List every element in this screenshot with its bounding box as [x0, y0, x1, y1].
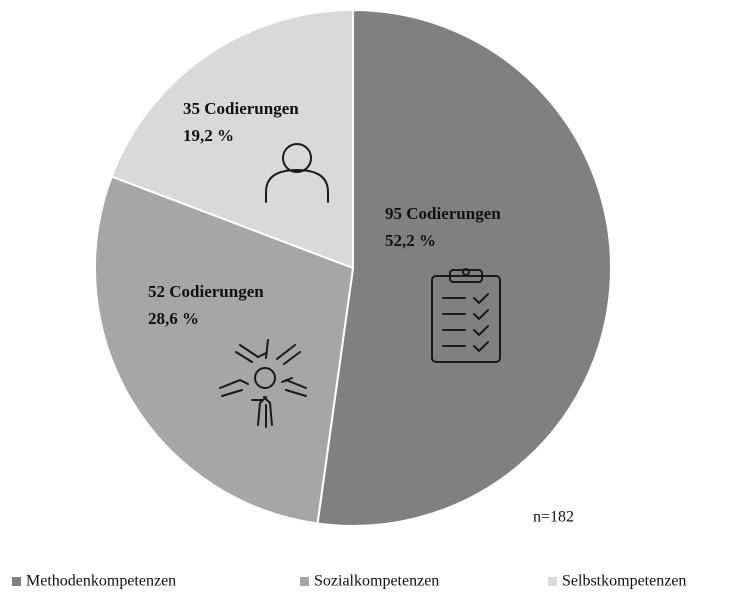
legend-label: Selbstkompetenzen [562, 573, 686, 590]
percent-label: 52,2 % [385, 231, 436, 250]
legend-label: Sozialkompetenzen [314, 573, 439, 590]
clipboard-icon [431, 268, 501, 363]
pie-slice [94, 175, 355, 525]
value-label: 35 Codierungen [183, 99, 299, 118]
percent-label: 28,6 % [148, 309, 199, 328]
legend-swatch [12, 577, 21, 586]
legend-label: Methodenkompetenzen [26, 573, 176, 590]
value-label: 95 Codierungen [385, 204, 501, 223]
pie [94, 8, 612, 527]
legend: Methodenkompetenzen Sozialkompetenzen Selb… [12, 573, 686, 590]
person-icon [265, 143, 329, 203]
value-label: 52 Codierungen [148, 282, 264, 301]
pie-slice [110, 8, 354, 270]
legend-swatch [300, 577, 309, 586]
hands-icon [219, 339, 307, 428]
percent-label: 19,2 % [183, 126, 234, 145]
legend-swatch [548, 577, 557, 586]
pie-slice [316, 8, 612, 527]
annotation: n=182 [533, 509, 574, 526]
